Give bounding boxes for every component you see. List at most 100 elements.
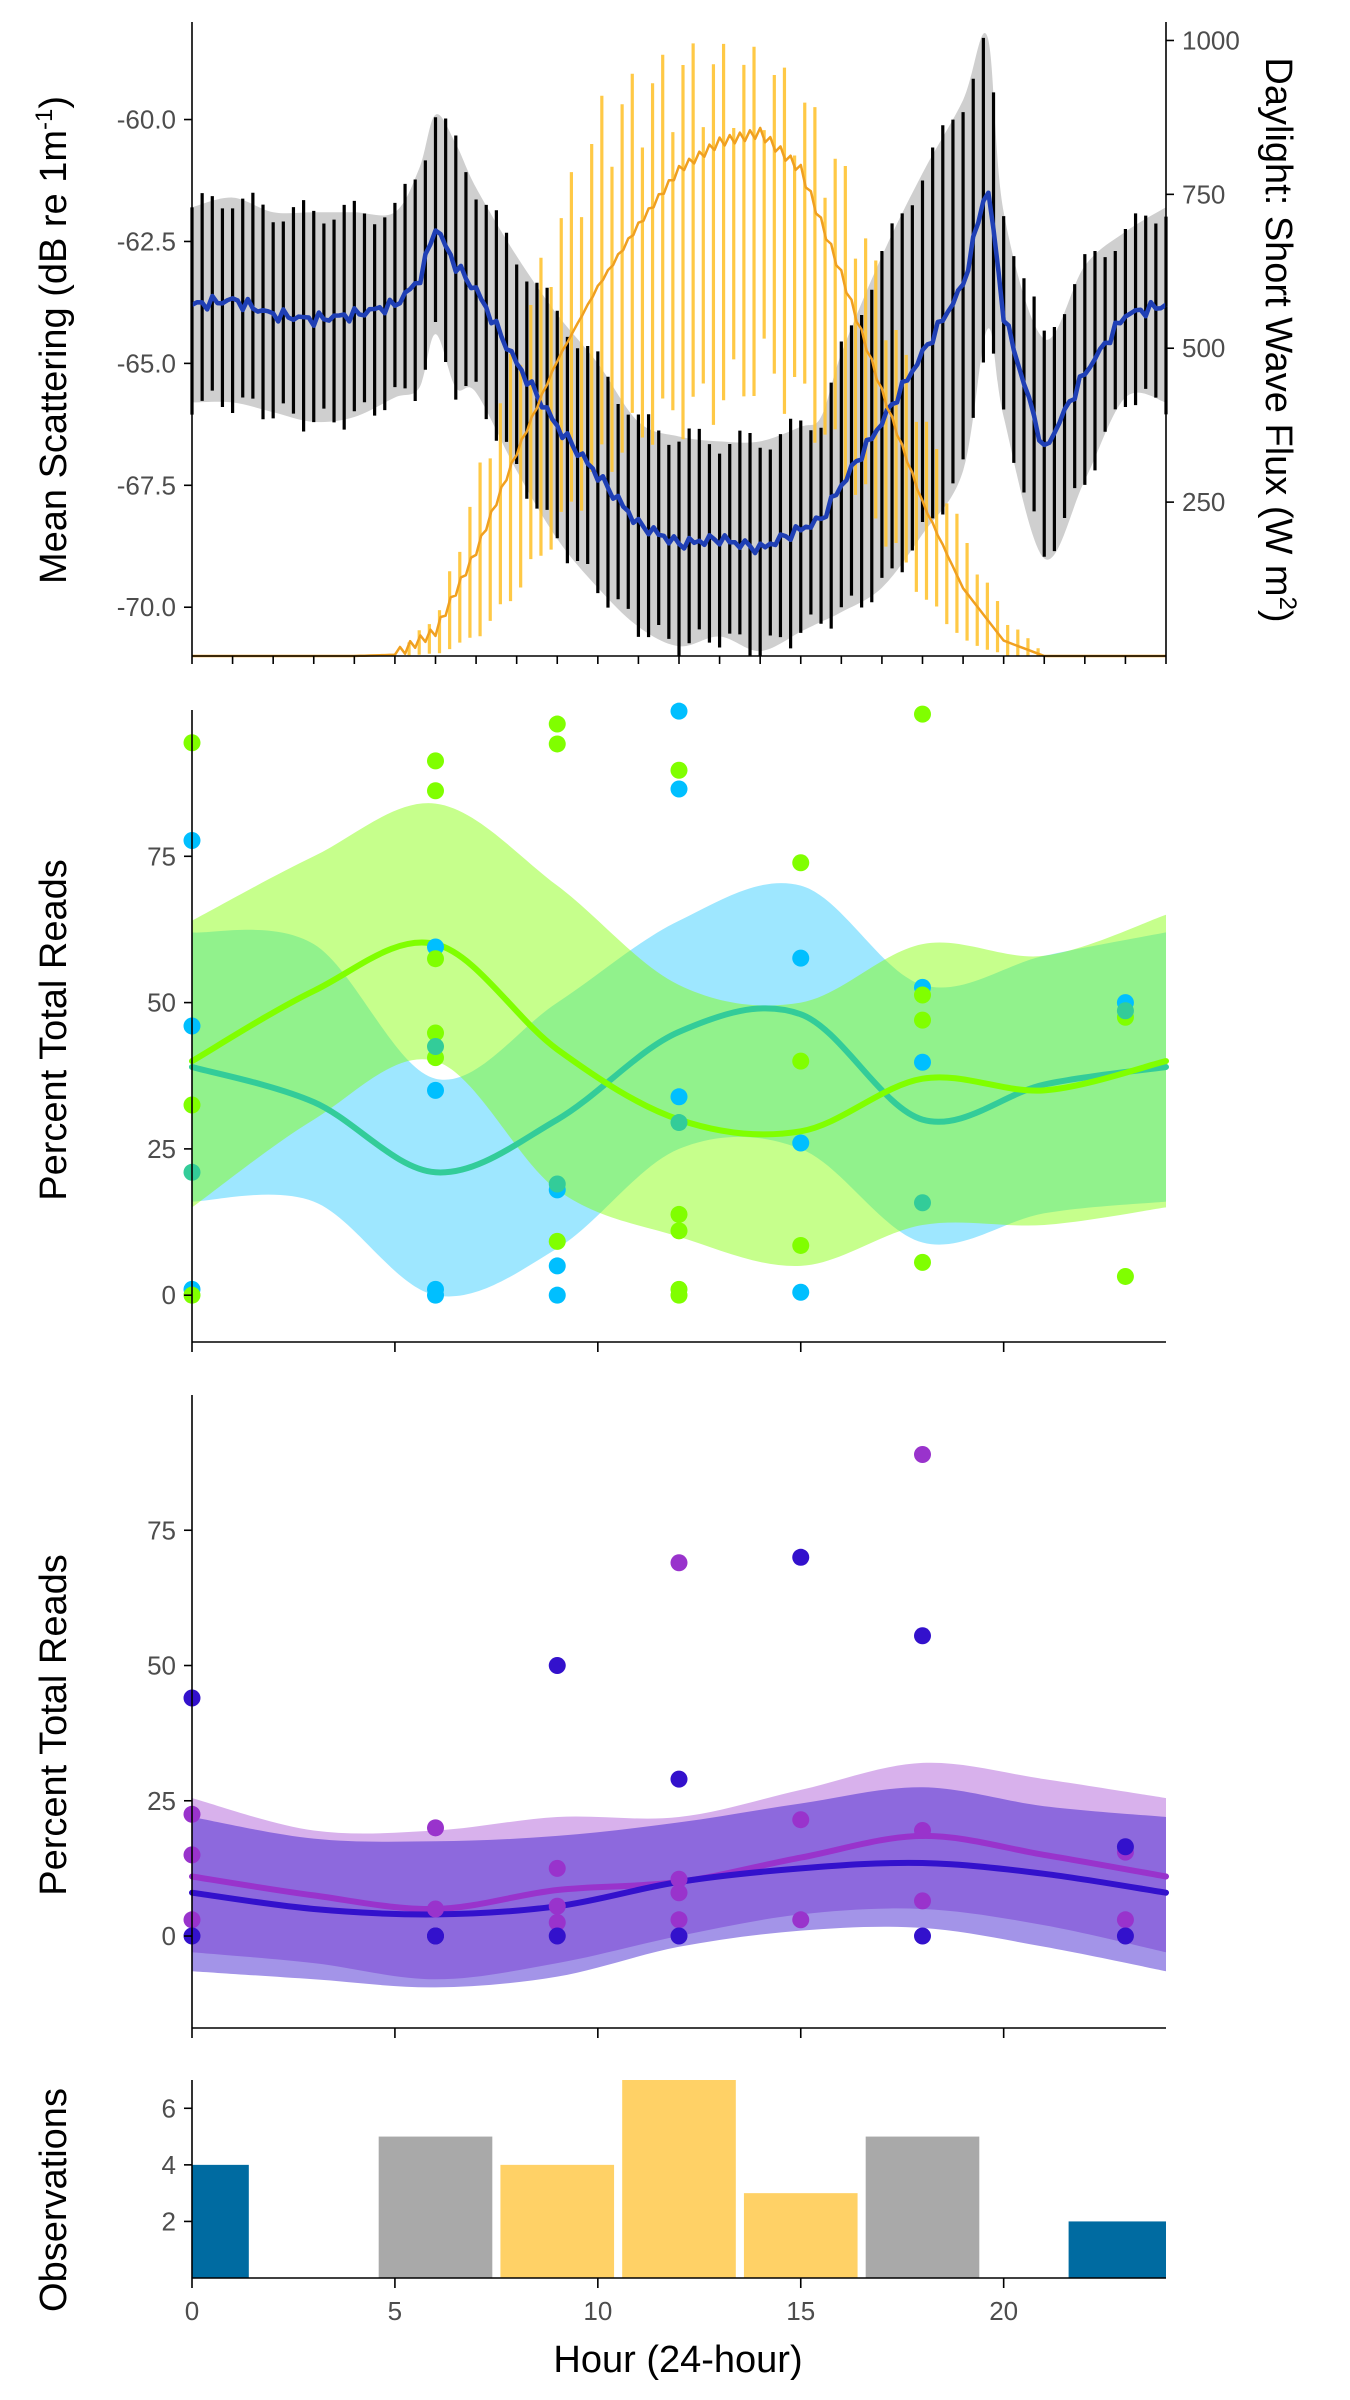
observations-bar (1068, 2221, 1166, 2278)
reads-2-point (914, 1892, 931, 1910)
reads-1-point (548, 715, 566, 733)
reads-1-point (914, 1053, 931, 1071)
reads-1-point (792, 949, 810, 967)
scattering-y-tick-label: -65.0 (117, 348, 176, 378)
reads-2-point (427, 1900, 444, 1918)
reads-1-point (427, 752, 444, 770)
reads-2-point (914, 1627, 931, 1645)
reads-2-points (183, 1446, 1134, 1945)
flux-y-tick-label: 250 (1182, 487, 1225, 517)
reads-2-point (427, 1927, 444, 1945)
reads-1-point (548, 1286, 566, 1304)
observations-bar (378, 2136, 493, 2278)
reads-1-point (670, 1222, 688, 1240)
reads-1-point (670, 761, 688, 779)
scattering-axes: -70.0 -67.5 -65.0 -62.5 -60.0 250 500 750 1000 (117, 22, 1240, 664)
reads-2-point (670, 1870, 688, 1888)
reads-1-point (548, 735, 566, 753)
observations-y-tick-label: 4 (162, 2150, 176, 2180)
scattering-y-tick-label: -62.5 (117, 226, 176, 256)
observations-y-axis-title: Observations (33, 2088, 75, 2312)
reads-1-mixed-point (427, 1037, 444, 1055)
reads-2-point (548, 1927, 566, 1945)
reads-1-point (670, 1286, 688, 1304)
reads-2-point (548, 1914, 566, 1931)
scattering-y-tick-label: -70.0 (117, 592, 176, 622)
reads-2-point (792, 1811, 810, 1829)
reads-2-point (427, 1819, 444, 1837)
reads-1-point (427, 950, 444, 968)
reads-2-y-tick-label: 75 (147, 1515, 176, 1545)
reads-1-point (427, 938, 444, 956)
reads-1-mixed-point (1116, 1002, 1134, 1020)
reads-2-point (548, 1897, 566, 1915)
reads-1-point (427, 1081, 444, 1099)
reads-2-point (914, 1446, 931, 1464)
reads-1-point (792, 1052, 810, 1070)
reads-1-points (183, 702, 1134, 1304)
reads-2-point (670, 1884, 688, 1902)
observations-y-tick-label: 2 (162, 2206, 176, 2236)
reads-2-point (1116, 1911, 1134, 1929)
x-axis-title: Hour (24-hour) (553, 2339, 802, 2381)
reads-1-y-tick-label: 50 (147, 988, 176, 1018)
observations-bar (865, 2136, 980, 2278)
flux-y-tick-label: 500 (1182, 333, 1225, 363)
reads-2-point (1116, 1838, 1134, 1856)
scattering-y-tick-label: -67.5 (117, 470, 176, 500)
observations-axes: 2 4 6 0 5 10 15 20 (162, 2080, 1166, 2326)
reads-2-y-tick-label: 50 (147, 1651, 176, 1681)
reads-1-mixed-point (548, 1175, 566, 1193)
reads-1-y-tick-label: 0 (162, 1280, 176, 1310)
reads-1-mixed-point (670, 1114, 688, 1132)
scattering-mean-line (190, 190, 1168, 556)
reads-2-point (548, 1859, 566, 1877)
reads-1-point (548, 1232, 566, 1250)
reads-2-point (670, 1554, 688, 1572)
reads-1-point (792, 1283, 810, 1301)
reads-2-point (1116, 1927, 1134, 1945)
scattering-y-tick-label: -60.0 (117, 105, 176, 135)
reads-1-point (670, 1205, 688, 1223)
reads-1-point (914, 1253, 931, 1271)
reads-2-point (548, 1657, 566, 1675)
reads-2-point (914, 1822, 931, 1840)
reads-1-point (792, 854, 810, 872)
observations-bars (192, 2080, 1166, 2278)
observations-x-tick-label: 15 (786, 2296, 815, 2326)
observations-panel: 2 4 6 0 5 10 15 20 Observations Hour (24-hour) (33, 2080, 1166, 2381)
flux-error-bars (407, 43, 1040, 656)
flux-y-tick-label: 1000 (1182, 25, 1240, 55)
observations-bar (743, 2193, 858, 2278)
reads-panel-2: 0 25 50 75 Percent Total Reads (33, 1395, 1169, 2038)
scattering-y-axis-title: Mean Scattering (dB re 1m-1) (31, 96, 75, 584)
observations-x-tick-label: 5 (388, 2296, 402, 2326)
reads-1-point (427, 782, 444, 800)
reads-1-point (1116, 1267, 1134, 1285)
observations-x-tick-label: 0 (185, 2296, 199, 2326)
reads-2-y-axis-title: Percent Total Reads (33, 1554, 75, 1896)
observations-x-tick-label: 10 (583, 2296, 612, 2326)
observations-bar (622, 2080, 736, 2278)
observations-bar (192, 2164, 249, 2278)
reads-1-trend-line (189, 1005, 1169, 1176)
observations-x-tick-label: 20 (989, 2296, 1018, 2326)
reads-1-point (670, 1088, 688, 1106)
reads-1-point (670, 780, 688, 798)
observations-y-tick-label: 6 (162, 2093, 176, 2123)
reads-2-point (670, 1927, 688, 1945)
reads-1-point (548, 1257, 566, 1275)
reads-2-point (792, 1911, 810, 1929)
flux-y-tick-label: 750 (1182, 179, 1225, 209)
reads-2-point (670, 1911, 688, 1929)
reads-1-point (914, 1011, 931, 1029)
reads-1-point (914, 705, 931, 723)
reads-1-mixed-point (914, 1194, 931, 1212)
observations-bar (500, 2164, 615, 2278)
reads-2-point (914, 1927, 931, 1945)
reads-1-y-tick-label: 25 (147, 1134, 176, 1164)
reads-1-point (427, 1286, 444, 1304)
reads-1-y-axis-title: Percent Total Reads (33, 859, 75, 1201)
reads-2-y-tick-label: 25 (147, 1786, 176, 1816)
